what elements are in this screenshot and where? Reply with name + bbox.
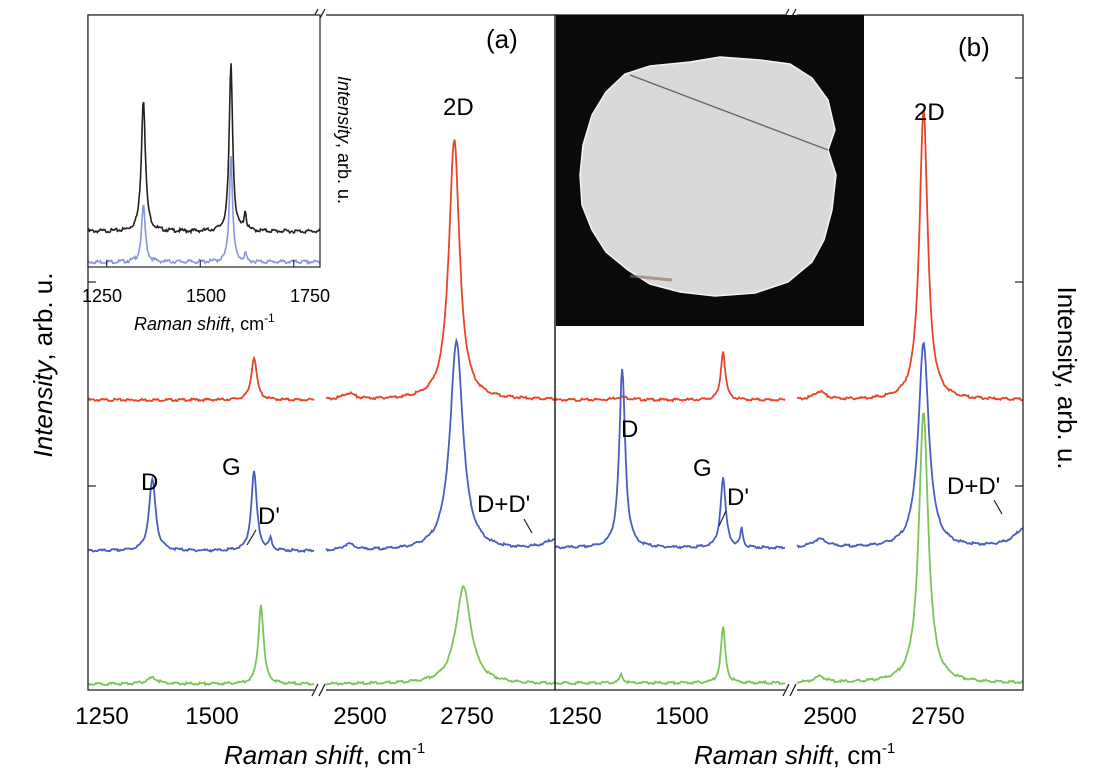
annotation-b-G: G xyxy=(693,455,712,482)
annotation-b-DDprime-leader xyxy=(993,499,1003,515)
inset-xtick-1750: 1750 xyxy=(290,286,330,306)
annotation-a-Dprime: D' xyxy=(258,503,280,530)
spectrum-b-blue-segment-1 xyxy=(554,368,786,550)
annotation-a-DDprime-leader xyxy=(523,518,533,534)
spectrum-b-green-segment-2 xyxy=(797,412,1024,685)
xtick-b-2750: 2750 xyxy=(911,703,964,730)
inset-a: 1250 1500 1750 Raman shift, cm-1 Intensi… xyxy=(82,14,354,334)
annotation-a-2D: 2D xyxy=(443,94,474,121)
xtick-a-2500: 2500 xyxy=(333,703,386,730)
spectrum-b-green-segment-1 xyxy=(554,626,786,686)
xtick-b-2500: 2500 xyxy=(803,703,856,730)
inset-xtick-1500: 1500 xyxy=(186,286,226,306)
x-axis-title-a: Raman shift, cm-1 xyxy=(224,740,425,770)
spectrum-a-green-segment-2 xyxy=(325,584,556,687)
inset-xtick-1250: 1250 xyxy=(82,286,122,306)
spectrum-a-green-segment-1 xyxy=(87,604,315,687)
annotation-b-2D: 2D xyxy=(914,99,945,126)
inset-spectrum-lightblue xyxy=(87,155,321,266)
y-axis-title-a: Intensity, arb. u. xyxy=(28,273,58,458)
annotation-a-DDprime: D+D' xyxy=(477,491,530,518)
spectrum-a-red-segment-1 xyxy=(87,355,315,403)
x-axis-title-b: Raman shift, cm-1 xyxy=(694,740,895,770)
inset-y-axis-title: Intensity, arb. u. xyxy=(334,76,354,204)
xtick-a-2750: 2750 xyxy=(440,703,493,730)
inset-x-axis-title: Raman shift, cm-1 xyxy=(134,311,275,334)
xtick-b-1500: 1500 xyxy=(655,703,708,730)
sample-photo xyxy=(556,15,864,326)
y-axis-title-b: Intensity, arb. u. xyxy=(1052,286,1082,469)
xtick-a-1500: 1500 xyxy=(185,703,238,730)
annotation-b-D: D xyxy=(621,416,638,443)
annotation-a-G: G xyxy=(222,454,241,481)
inset-spectrum-black xyxy=(87,63,321,235)
sample-disk xyxy=(579,56,837,297)
sample-crack-line xyxy=(629,74,829,151)
annotation-b-DDprime: D+D' xyxy=(947,473,1000,500)
spectrum-a-blue-segment-2 xyxy=(325,337,556,553)
spectrum-b-red-segment-2 xyxy=(796,109,1024,402)
sample-mark xyxy=(629,274,673,282)
panel-label-a: (a) xyxy=(486,24,518,54)
xtick-b-1250: 1250 xyxy=(548,703,601,730)
spectrum-a-blue-segment-1 xyxy=(87,470,315,553)
annotation-a-Dprime-leader xyxy=(246,529,257,546)
annotation-a-D: D xyxy=(141,469,158,496)
spectrum-b-blue-segment-2 xyxy=(796,341,1024,549)
xtick-a-1250: 1250 xyxy=(75,703,128,730)
spectrum-b-red-segment-1 xyxy=(554,351,786,403)
annotation-b-Dprime: D' xyxy=(727,484,749,511)
panel-label-b: (b) xyxy=(958,32,990,62)
spectrum-a-red-segment-2 xyxy=(325,139,556,401)
annotation-b-Dprime-leader xyxy=(718,510,727,527)
inset-frame xyxy=(87,14,321,268)
